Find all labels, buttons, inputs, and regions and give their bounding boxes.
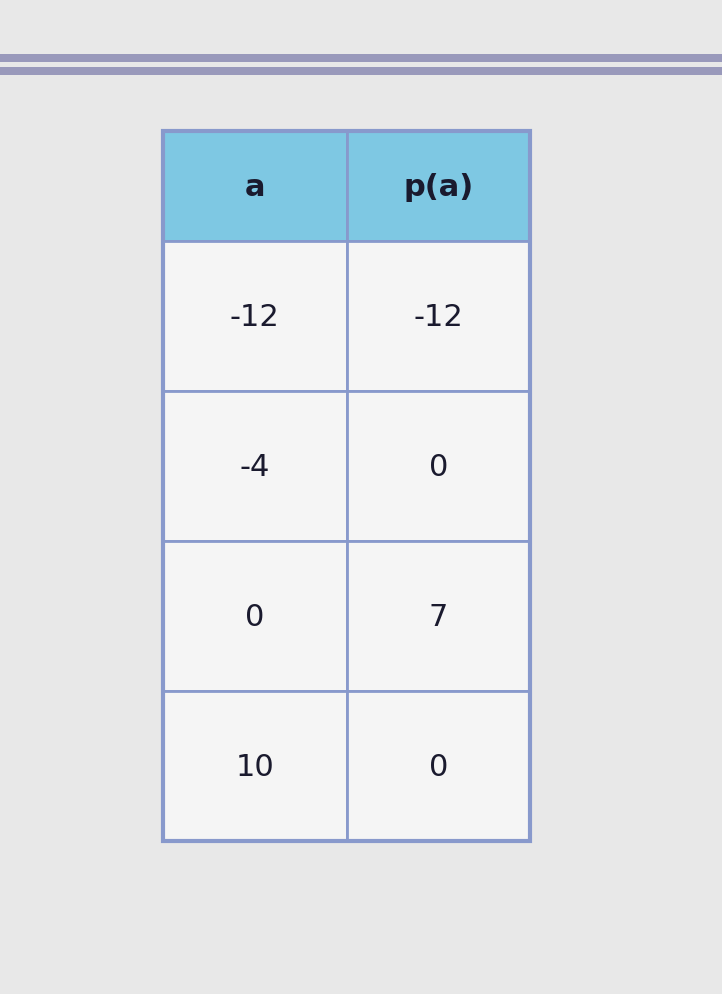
Text: -4: -4 xyxy=(240,452,270,481)
Bar xyxy=(163,691,347,841)
Bar xyxy=(0,55,722,63)
Text: a: a xyxy=(245,172,265,202)
Bar xyxy=(347,242,530,392)
Bar xyxy=(347,132,530,242)
Bar xyxy=(163,242,347,392)
Text: 10: 10 xyxy=(235,751,274,780)
Text: -12: -12 xyxy=(414,302,463,331)
Text: 7: 7 xyxy=(429,602,448,631)
Bar xyxy=(163,542,347,691)
Bar xyxy=(347,542,530,691)
Text: -12: -12 xyxy=(230,302,279,331)
Text: p(a): p(a) xyxy=(403,172,474,202)
Bar xyxy=(163,132,530,841)
Text: 0: 0 xyxy=(429,452,448,481)
Bar xyxy=(163,132,347,242)
Bar xyxy=(347,691,530,841)
Text: 0: 0 xyxy=(245,602,264,631)
Text: 0: 0 xyxy=(429,751,448,780)
Bar xyxy=(163,392,347,542)
Bar xyxy=(0,68,722,76)
Bar xyxy=(347,392,530,542)
